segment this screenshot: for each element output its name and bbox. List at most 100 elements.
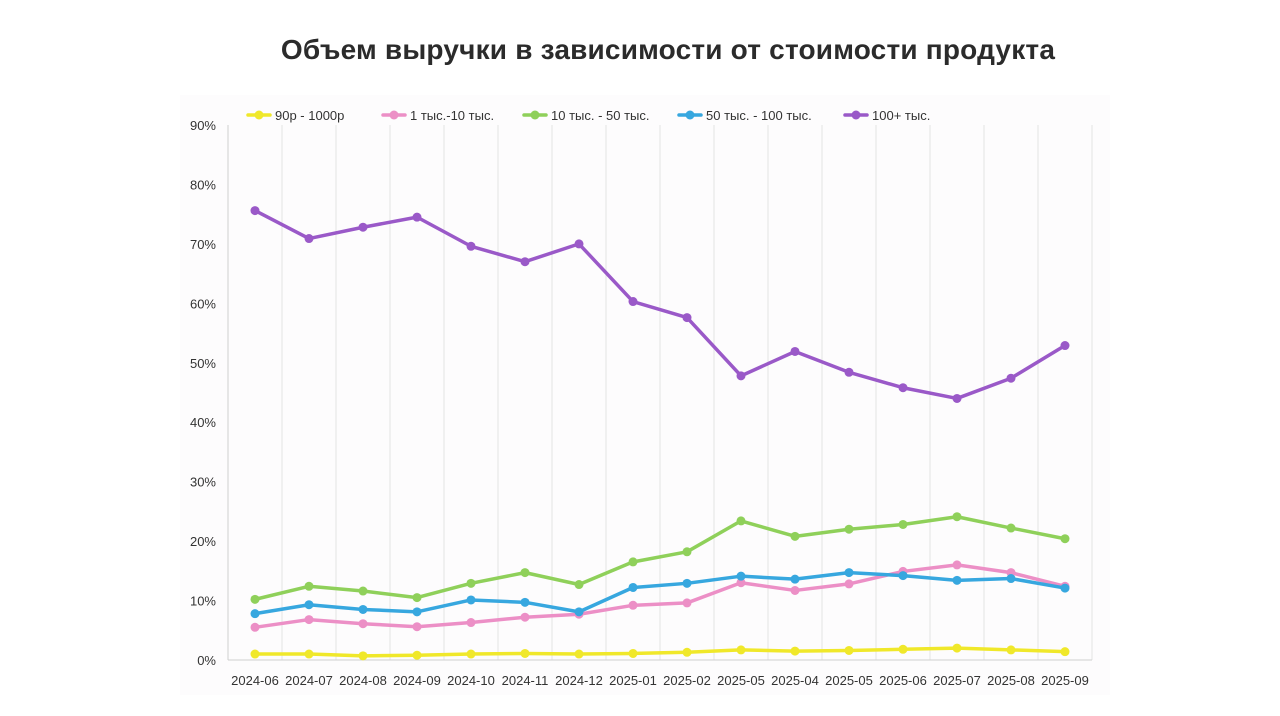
- data-point: [844, 367, 854, 377]
- x-tick-label: 2025-05: [825, 673, 873, 688]
- data-point: [412, 622, 422, 632]
- data-point: [736, 571, 746, 581]
- x-tick-label: 2024-10: [447, 673, 495, 688]
- data-point: [466, 649, 476, 659]
- data-point: [736, 516, 746, 526]
- data-point: [1060, 341, 1070, 351]
- data-point: [304, 581, 314, 591]
- x-tick-label: 2024-06: [231, 673, 279, 688]
- data-point: [250, 622, 260, 632]
- data-point: [466, 618, 476, 628]
- data-point: [952, 560, 962, 570]
- data-point: [628, 557, 638, 567]
- data-point: [466, 595, 476, 605]
- data-point: [412, 650, 422, 660]
- data-point: [574, 239, 584, 249]
- data-point: [790, 585, 800, 595]
- legend-label: 50 тыс. - 100 тыс.: [706, 108, 812, 123]
- data-point: [736, 578, 746, 588]
- y-tick-label: 30%: [190, 475, 216, 490]
- data-point: [1006, 373, 1016, 383]
- data-point: [250, 594, 260, 604]
- data-point: [1006, 645, 1016, 655]
- data-point: [520, 568, 530, 578]
- legend-swatch-marker: [851, 110, 861, 120]
- data-point: [682, 647, 692, 657]
- data-point: [574, 607, 584, 617]
- series-line: [253, 208, 1067, 401]
- data-point: [520, 612, 530, 622]
- x-tick-label: 2025-06: [879, 673, 927, 688]
- y-tick-label: 60%: [190, 296, 216, 311]
- chart-title: Объем выручки в зависимости от стоимости…: [280, 34, 1056, 65]
- legend-label: 1 тыс.-10 тыс.: [410, 108, 494, 123]
- data-point: [520, 597, 530, 607]
- data-point: [358, 586, 368, 596]
- legend-label: 10 тыс. - 50 тыс.: [551, 108, 650, 123]
- data-point: [952, 512, 962, 522]
- data-point: [628, 648, 638, 658]
- x-tick-label: 2024-09: [393, 673, 441, 688]
- x-tick-label: 2024-11: [502, 673, 549, 688]
- data-point: [952, 575, 962, 585]
- data-point: [844, 524, 854, 534]
- data-point: [628, 582, 638, 592]
- x-tick-label: 2025-07: [933, 673, 981, 688]
- data-point: [628, 297, 638, 307]
- data-point: [1006, 574, 1016, 584]
- data-point: [736, 645, 746, 655]
- y-tick-label: 70%: [190, 237, 216, 252]
- y-tick-label: 10%: [190, 594, 216, 609]
- data-point: [790, 531, 800, 541]
- data-point: [466, 578, 476, 588]
- data-point: [520, 648, 530, 658]
- data-point: [682, 578, 692, 588]
- data-point: [682, 547, 692, 557]
- data-point: [358, 651, 368, 661]
- legend-swatch-marker: [685, 110, 695, 120]
- data-point: [304, 615, 314, 625]
- legend-swatch-marker: [389, 110, 399, 120]
- data-point: [304, 649, 314, 659]
- data-point: [520, 257, 530, 267]
- x-tick-label: 2024-12: [555, 673, 603, 688]
- x-tick-label: 2025-05: [717, 673, 765, 688]
- data-point: [358, 604, 368, 614]
- data-point: [682, 598, 692, 608]
- data-point: [358, 222, 368, 232]
- data-point: [412, 212, 422, 222]
- x-tick-label: 2024-07: [285, 673, 333, 688]
- data-point: [844, 579, 854, 589]
- data-point: [898, 644, 908, 654]
- x-tick-label: 2025-02: [663, 673, 711, 688]
- data-point: [1060, 534, 1070, 544]
- data-point: [790, 574, 800, 584]
- data-point: [628, 600, 638, 610]
- data-point: [250, 206, 260, 216]
- series-line: [253, 514, 1067, 602]
- data-point: [790, 646, 800, 656]
- data-point: [952, 393, 962, 403]
- data-point: [790, 346, 800, 356]
- data-point: [250, 649, 260, 659]
- legend-swatch-marker: [254, 110, 264, 120]
- y-tick-label: 90%: [190, 118, 216, 133]
- data-point: [358, 619, 368, 629]
- data-point: [736, 371, 746, 381]
- y-tick-label: 80%: [190, 177, 216, 192]
- data-point: [412, 607, 422, 617]
- x-tick-label: 2025-04: [771, 673, 819, 688]
- data-point: [898, 383, 908, 393]
- x-tick-label: 2025-09: [1041, 673, 1089, 688]
- x-tick-label: 2025-08: [987, 673, 1035, 688]
- series-line: [253, 646, 1067, 658]
- data-point: [898, 571, 908, 581]
- data-point: [466, 241, 476, 251]
- x-tick-label: 2025-01: [609, 673, 657, 688]
- data-point: [952, 643, 962, 653]
- data-point: [1060, 583, 1070, 593]
- y-tick-label: 0%: [197, 653, 216, 668]
- data-point: [844, 568, 854, 578]
